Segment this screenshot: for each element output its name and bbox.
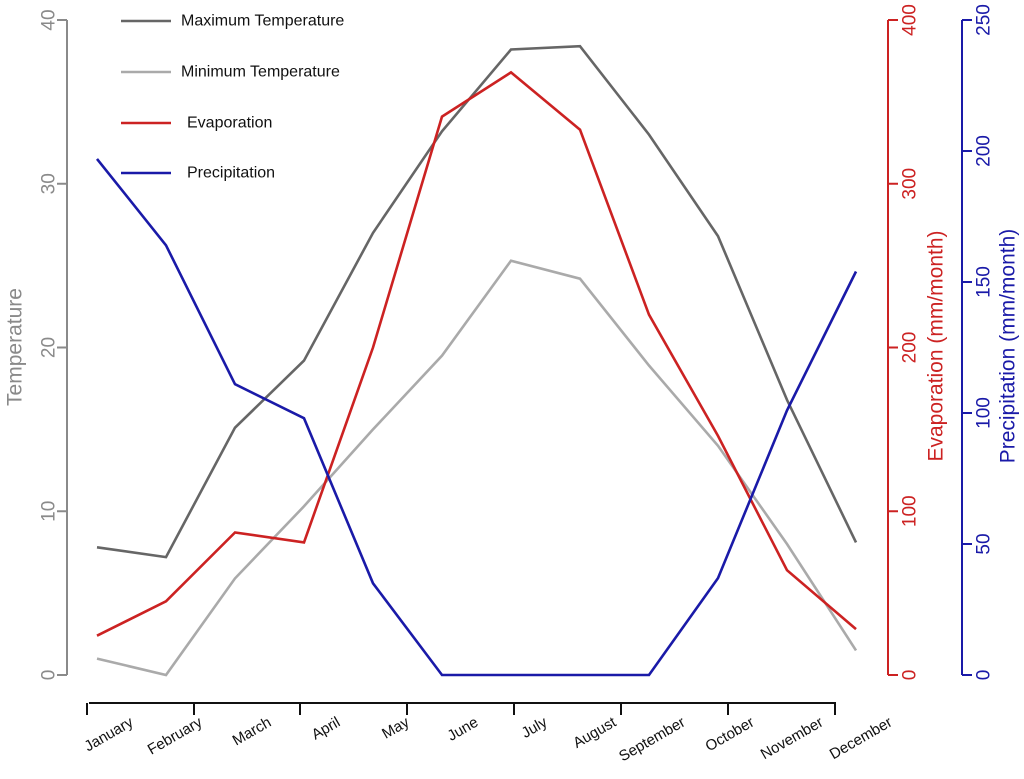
evaporation-tick-label: 100 <box>900 495 921 527</box>
precipitation-axis-title: Precipitation (mm/month) <box>997 229 1020 464</box>
temperature-tick-label: 40 <box>39 9 60 30</box>
series-layer <box>95 44 858 677</box>
temperature-tick-label: 20 <box>39 337 60 358</box>
maximum-temperature-line <box>96 44 858 559</box>
x-tick-label-april: April <box>309 714 343 744</box>
evaporation-tick-label: 0 <box>900 670 921 681</box>
precipitation-tick-label: 0 <box>974 670 995 681</box>
axes-layer: 0102030400100200300400050100150200250Tem… <box>4 4 1020 765</box>
evaporation-tick-label: 300 <box>900 168 921 200</box>
legend-label-minimum-temperature: Minimum Temperature <box>181 64 340 81</box>
evaporation-line <box>96 70 857 637</box>
x-tick-label-august: August <box>570 713 620 751</box>
x-tick-label-february: February <box>145 714 206 759</box>
x-tick-label-september: September <box>616 714 688 765</box>
evaporation-tick-label: 200 <box>900 332 921 364</box>
minimum-temperature-line <box>96 259 858 677</box>
evaporation-axis-title: Evaporation (mm/month) <box>925 230 948 461</box>
temperature-tick-label: 0 <box>39 670 60 681</box>
evaporation-tick-label: 400 <box>900 4 921 36</box>
legend-label-precipitation: Precipitation <box>187 165 275 182</box>
temperature-axis-title: Temperature <box>4 288 27 406</box>
x-tick-label-july: July <box>519 714 551 742</box>
x-tick-label-january: January <box>81 714 136 756</box>
temperature-tick-label: 10 <box>39 501 60 522</box>
legend: Maximum Temperature Minimum Temperature Ev… <box>121 13 344 182</box>
x-tick-label-october: October <box>702 714 757 755</box>
temperature-tick-label: 30 <box>39 173 60 194</box>
x-tick-label-march: March <box>230 714 275 750</box>
precipitation-tick-label: 150 <box>974 266 995 298</box>
legend-label-maximum-temperature: Maximum Temperature <box>181 13 344 30</box>
precipitation-tick-label: 200 <box>974 135 995 167</box>
precipitation-tick-label: 250 <box>974 4 995 36</box>
legend-label-evaporation: Evaporation <box>187 115 272 132</box>
x-tick-label-december: December <box>827 714 895 763</box>
precipitation-tick-label: 100 <box>974 397 995 429</box>
x-tick-label-may: May <box>379 714 412 743</box>
x-tick-label-november: November <box>758 714 826 763</box>
precipitation-tick-label: 50 <box>974 533 995 554</box>
precipitation-line <box>95 158 858 677</box>
x-tick-label-june: June <box>445 714 482 745</box>
